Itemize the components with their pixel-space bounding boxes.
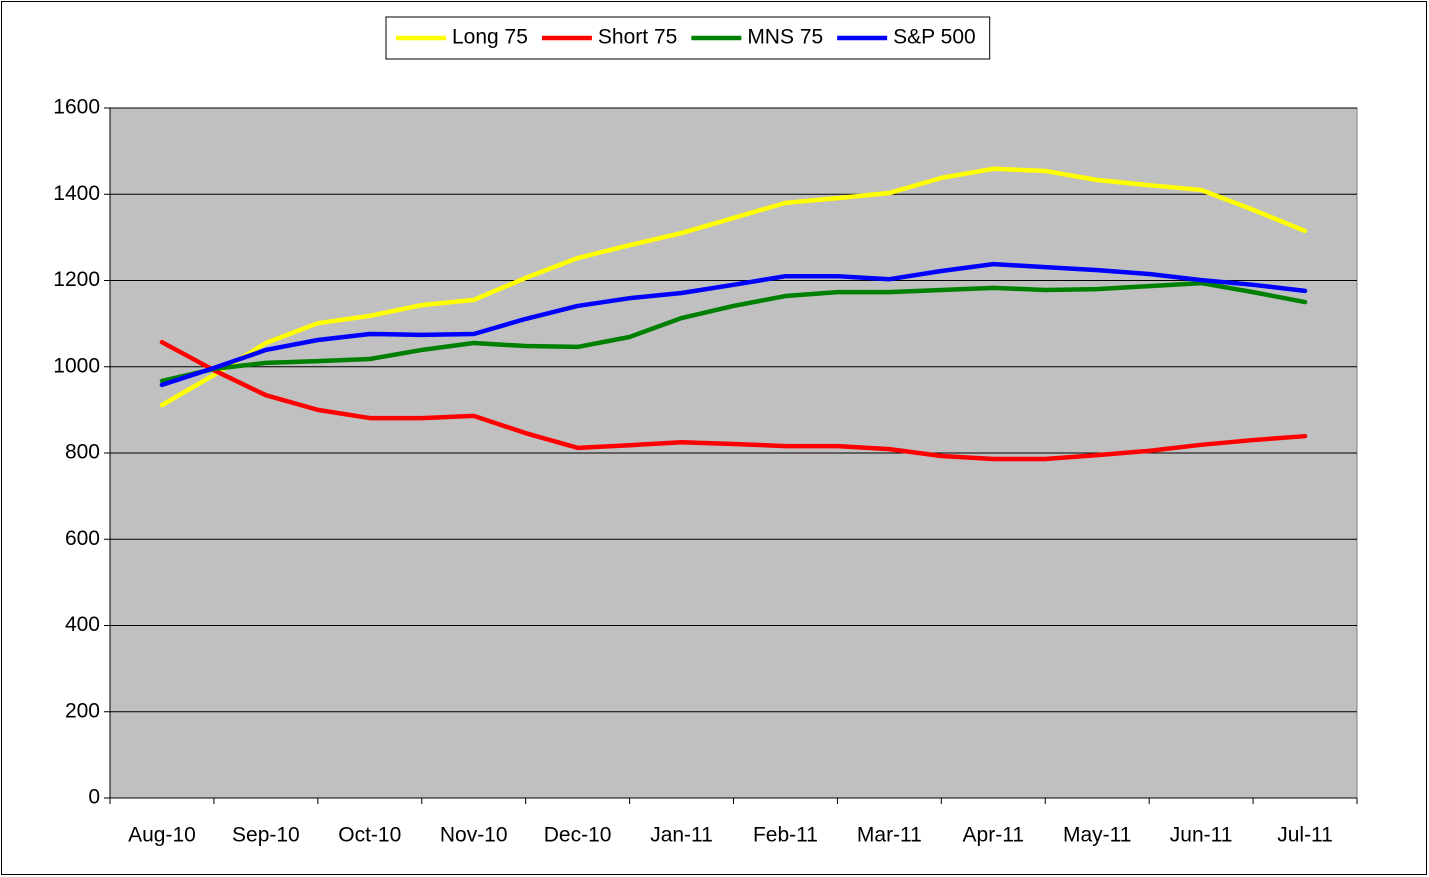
x-tick-label: Mar-11 xyxy=(857,824,922,847)
y-tick-label: 400 xyxy=(65,613,100,636)
y-tick-label: 1200 xyxy=(53,268,100,291)
x-tick-label: Oct-10 xyxy=(338,824,401,847)
x-tick-label: Nov-10 xyxy=(440,824,508,847)
y-tick-label: 800 xyxy=(65,441,100,464)
series-line xyxy=(159,261,1308,388)
y-tick-label: 200 xyxy=(65,699,100,722)
legend: Long 75 Short 75 MNS 75 S&P 500 xyxy=(385,16,991,60)
series-line xyxy=(159,166,1308,408)
legend-label: MNS 75 xyxy=(747,26,823,49)
x-tick-label: Jan-11 xyxy=(650,824,713,847)
legend-label: Short 75 xyxy=(598,26,677,49)
y-tick-label: 1000 xyxy=(53,354,100,377)
x-tick-label: Jul-11 xyxy=(1277,824,1333,847)
legend-label: S&P 500 xyxy=(893,26,976,49)
x-tick-label: Apr-11 xyxy=(963,824,1024,847)
x-tick-label: Aug-10 xyxy=(128,824,196,847)
x-tick-label: Dec-10 xyxy=(544,824,612,847)
legend-label: Long 75 xyxy=(452,26,528,49)
y-tick-label: 1400 xyxy=(53,182,100,205)
series-line xyxy=(159,339,1308,462)
x-tick-label: Jun-11 xyxy=(1170,824,1233,847)
x-tick-label: Feb-11 xyxy=(753,824,818,847)
y-tick-label: 600 xyxy=(65,527,100,550)
y-tick-label: 0 xyxy=(88,786,100,809)
x-tick-label: May-11 xyxy=(1063,824,1131,847)
legend-box xyxy=(385,16,991,60)
y-tick-label: 1600 xyxy=(53,96,100,119)
series-line xyxy=(159,280,1308,384)
x-tick-label: Sep-10 xyxy=(232,824,300,847)
